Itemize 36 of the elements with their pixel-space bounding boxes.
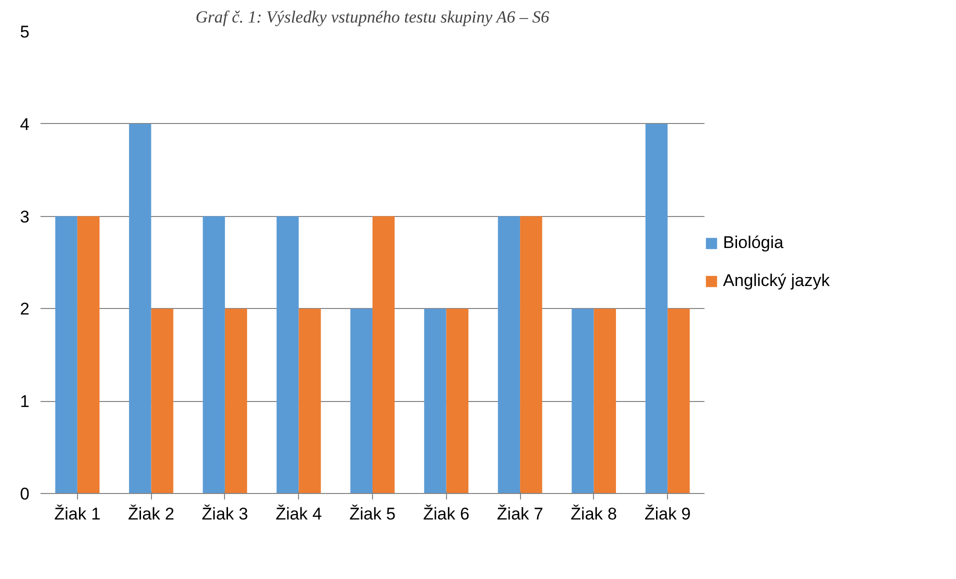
y-tick-label: 2: [20, 300, 30, 319]
bar: [55, 216, 78, 494]
x-tick-label: Žiak 9: [644, 504, 691, 524]
x-tick-label: Žiak 7: [496, 504, 544, 524]
bar: [77, 216, 100, 494]
x-tick-label: Žiak 2: [128, 504, 174, 524]
x-tick-label: Žiak 6: [423, 504, 470, 524]
y-tick-label: 5: [20, 22, 30, 42]
bar: [594, 308, 616, 494]
x-tick-label: Žiak 5: [349, 504, 396, 524]
bar: [224, 308, 248, 494]
chart-title: Graf č. 1: Výsledky vstupného testu skupiny A6 – S6: [195, 8, 550, 26]
bar: [645, 124, 668, 494]
x-tick-label: Žiak 8: [570, 504, 617, 524]
y-tick-label: 3: [20, 207, 30, 226]
bar: [372, 216, 395, 494]
x-tick-label: Žiak 4: [276, 504, 322, 524]
y-tick-label: 4: [20, 114, 30, 134]
bar: [668, 308, 690, 494]
bar: [276, 216, 299, 494]
bar: [350, 308, 372, 494]
x-tick-label: Žiak 1: [54, 504, 101, 524]
legend-label: Anglický jazyk: [723, 271, 830, 291]
bar: [202, 216, 225, 494]
y-tick-label: 0: [20, 484, 30, 504]
bar: [424, 308, 446, 494]
bar: [446, 308, 468, 494]
bar: [520, 216, 542, 494]
bar: [151, 308, 174, 494]
bar: [498, 216, 520, 494]
bar: [129, 124, 152, 494]
legend-label: Biológia: [723, 233, 784, 253]
bar: [298, 308, 321, 494]
bar: [572, 308, 594, 494]
y-tick-label: 1: [20, 392, 30, 412]
x-tick-label: Žiak 3: [202, 504, 248, 524]
